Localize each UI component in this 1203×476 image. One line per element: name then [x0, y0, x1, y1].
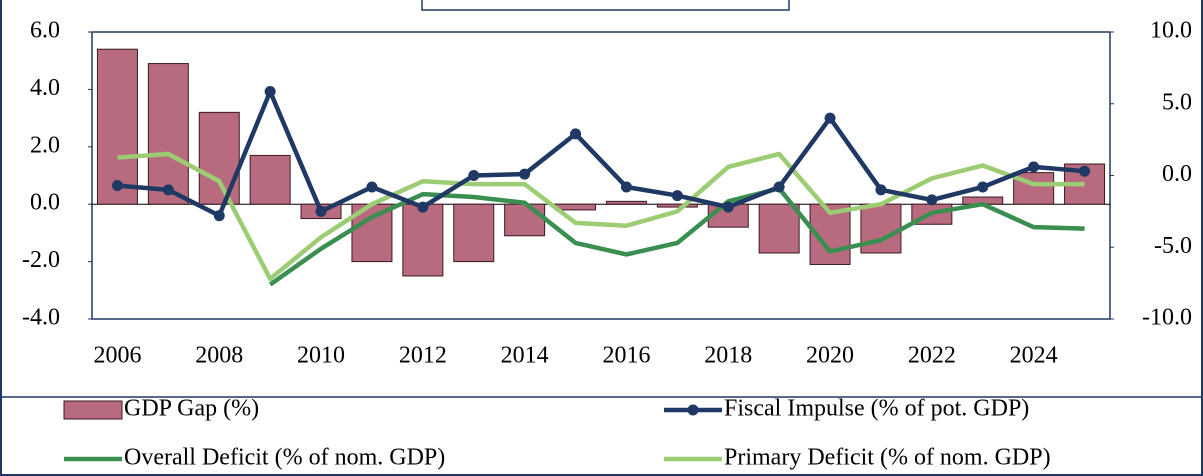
bar: [198, 111, 240, 205]
marker: [620, 181, 632, 193]
bar: [758, 203, 800, 254]
y-tick-label: 4.0: [30, 75, 60, 101]
bar: [656, 203, 698, 208]
y-tick-label: 0.0: [30, 190, 60, 216]
marker: [213, 210, 225, 222]
x-tick-label: 2012: [399, 343, 447, 369]
marker: [111, 180, 123, 192]
marker: [519, 168, 531, 180]
x-tick-label: 2022: [908, 343, 956, 369]
bar: [96, 48, 138, 205]
y2-tick-label: 10.0: [1150, 18, 1192, 44]
bar: [249, 154, 291, 205]
marker: [1079, 165, 1091, 177]
marker: [315, 205, 327, 217]
line: [117, 89, 1085, 218]
marker: [570, 128, 582, 140]
legend-label: Overall Deficit (% of nom. GDP): [124, 445, 445, 471]
y-tick-label: -2.0: [22, 247, 60, 273]
marker: [1028, 161, 1040, 173]
marker: [722, 201, 734, 213]
x-tick-label: 2006: [93, 343, 141, 369]
y2-tick-label: -5.0: [1154, 233, 1192, 259]
x-tick-label: 2014: [501, 343, 549, 369]
bar: [504, 203, 546, 237]
y-tick-label: 2.0: [30, 132, 60, 158]
bar: [147, 63, 189, 205]
marker: [773, 181, 785, 193]
x-tick-label: 2024: [1010, 343, 1058, 369]
marker: [671, 190, 683, 202]
x-tick-label: 2008: [195, 343, 243, 369]
marker: [926, 194, 938, 206]
marker: [264, 86, 276, 98]
legend-label: GDP Gap (%): [124, 396, 259, 422]
marker: [366, 181, 378, 193]
bar: [402, 203, 444, 277]
legend-marker: [687, 404, 699, 416]
y2-tick-label: -10.0: [1142, 305, 1192, 331]
marker: [875, 184, 887, 196]
marker: [417, 201, 429, 213]
bar: [453, 203, 495, 263]
marker: [468, 170, 480, 181]
title-box: [421, 0, 790, 11]
plot-area: [91, 31, 1111, 320]
marker: [977, 181, 989, 193]
y-tick-label: -4.0: [22, 305, 60, 331]
marker: [162, 184, 174, 196]
bar: [555, 203, 597, 211]
bar: [605, 200, 647, 205]
x-tick-label: 2018: [704, 343, 752, 369]
y2-tick-label: 5.0: [1162, 89, 1192, 115]
line: [117, 151, 1085, 282]
x-tick-label: 2016: [602, 343, 650, 369]
x-tick-label: 2020: [806, 343, 854, 369]
legend-label: Fiscal Impulse (% of pot. GDP): [724, 396, 1029, 422]
y-tick-label: 6.0: [30, 18, 60, 44]
x-tick-label: 2010: [297, 343, 345, 369]
bar: [860, 203, 902, 254]
marker: [824, 112, 836, 124]
legend-swatch: [63, 400, 123, 420]
legend-label: Primary Deficit (% of nom. GDP): [724, 445, 1051, 471]
y2-tick-label: 0.0: [1162, 161, 1192, 187]
